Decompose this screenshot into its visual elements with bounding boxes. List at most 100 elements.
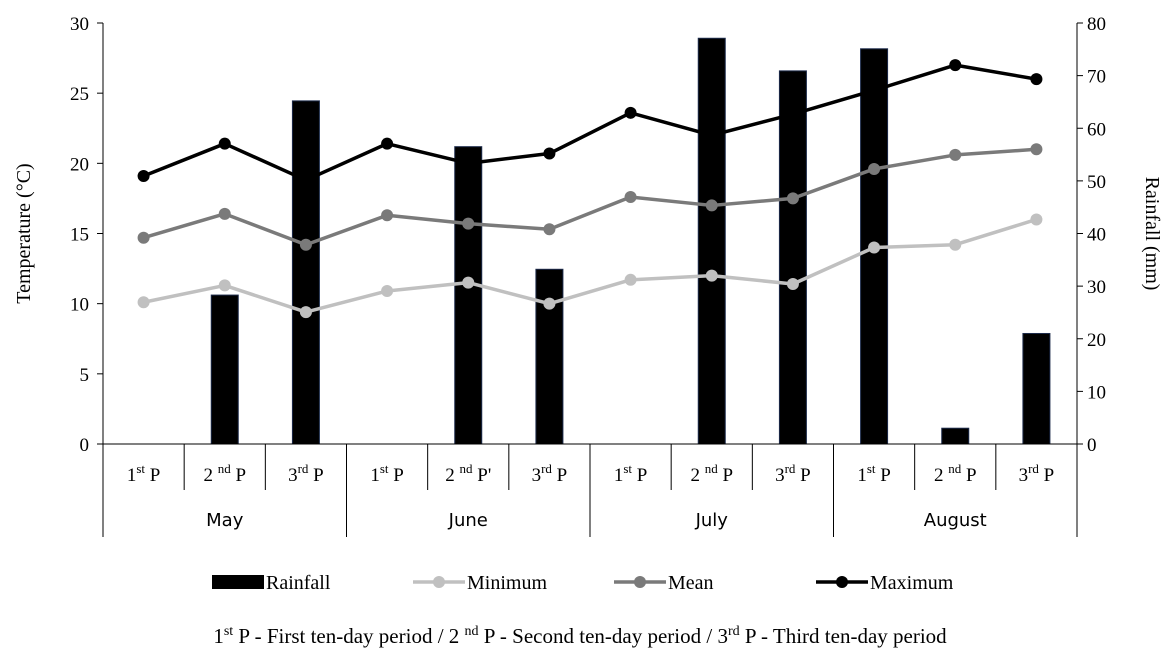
maximum-point: [137, 169, 150, 182]
legend-label-mean: Mean: [668, 572, 714, 594]
left-axis-title: Temperature (°C): [13, 163, 35, 303]
category-label-sup: nd: [218, 461, 232, 476]
category-label-sup: st: [623, 461, 632, 476]
category-label-base: 1: [614, 465, 624, 486]
minimum-point: [462, 276, 475, 289]
rainfall-bar: [291, 100, 320, 445]
minimum-point: [1030, 213, 1043, 226]
maximum-point: [786, 108, 799, 121]
month-label: June: [448, 510, 488, 531]
maximum-point: [949, 59, 962, 72]
rainfall-bar: [210, 294, 239, 445]
right-axis-title: Rainfall (mm): [1141, 177, 1161, 291]
category-label-base: 1: [857, 465, 867, 486]
mean-point: [543, 223, 556, 236]
mean-point: [624, 191, 637, 204]
minimum-line: [143, 217, 1037, 314]
month-label: July: [695, 510, 729, 531]
category-label: 2 nd P: [690, 461, 733, 486]
category-label-suffix: P: [632, 465, 647, 486]
month-label: May: [206, 510, 244, 531]
category-label-sup: nd: [705, 461, 719, 476]
category-label-sup: st: [136, 461, 145, 476]
category-label-base: 3: [1019, 465, 1029, 486]
category-label: 2 nd P: [934, 461, 977, 486]
maximum-point: [705, 129, 718, 142]
category-label: 2 nd P: [203, 461, 246, 486]
category-label-suffix: P: [552, 465, 567, 486]
minimum-point: [543, 297, 556, 310]
left-tick-label: 15: [70, 225, 89, 246]
footnote-text: P - Second ten-day period / 3: [479, 624, 728, 648]
left-tick-label: 25: [70, 84, 89, 105]
footnote-text: 1: [213, 624, 224, 648]
footnote-sup: st: [224, 624, 233, 639]
axes: 0 5 10 15 20 25 30 0 10 20 30 40 50 60 70 80 Temperature…: [13, 14, 1161, 456]
mean-point: [1030, 143, 1043, 156]
right-tick-label: 20: [1087, 330, 1106, 351]
category-label-base: 3: [532, 465, 542, 486]
category-label-suffix: P: [1039, 465, 1054, 486]
category-label-suffix: P: [231, 465, 246, 486]
category-label-suffix: P: [718, 465, 733, 486]
right-tick-label: 60: [1087, 119, 1106, 140]
minimum-point: [949, 238, 962, 251]
right-tick-label: 0: [1087, 435, 1097, 456]
category-label-suffix: P: [795, 465, 810, 486]
legend-swatch-rainfall: [212, 575, 264, 589]
category-label-suffix: P: [876, 465, 891, 486]
category-label: 3rd P: [775, 461, 811, 486]
category-label: 1st P: [614, 461, 648, 486]
legend: Rainfall Minimum Mean Maximum: [212, 572, 954, 594]
category-label: 1st P: [127, 461, 161, 486]
category-label-base: 1: [127, 465, 137, 486]
legend-marker-minimum: [433, 576, 445, 588]
rainfall-bar: [1022, 332, 1051, 445]
mean-point: [949, 148, 962, 161]
category-label: 3rd P: [288, 461, 324, 486]
left-tick-label: 20: [70, 154, 89, 175]
footnote-sup: rd: [728, 624, 740, 639]
category-label-base: 1: [370, 465, 380, 486]
minimum-point: [299, 306, 312, 319]
category-label-base: 3: [288, 465, 298, 486]
mean-point: [868, 162, 881, 175]
mean-point: [786, 192, 799, 205]
footnote: 1st P - First ten-day period / 2 nd P - …: [213, 624, 947, 648]
category-label-sup: rd: [1028, 461, 1039, 476]
legend-label-maximum: Maximum: [870, 572, 954, 594]
right-tick-label: 40: [1087, 225, 1106, 246]
right-tick-label: 70: [1087, 67, 1106, 88]
footnote-text: P - First ten-day period / 2: [233, 624, 464, 648]
category-label-suffix: P: [389, 465, 404, 486]
right-tick-label: 80: [1087, 14, 1106, 35]
minimum-point: [381, 285, 394, 298]
category-label: 1st P: [857, 461, 891, 486]
category-label-suffix: P: [308, 465, 323, 486]
category-label-sup: st: [380, 461, 389, 476]
maximum-point: [218, 137, 231, 150]
category-label-base: 2: [690, 465, 704, 486]
category-label: 3rd P: [532, 461, 568, 486]
rainfall-bar: [454, 146, 483, 445]
left-tick-label: 5: [80, 365, 90, 386]
rainfall-bars: [210, 37, 1051, 445]
footnote-sup: nd: [465, 624, 479, 639]
legend-marker-mean: [634, 576, 646, 588]
maximum-point: [624, 106, 637, 119]
maximum-point: [299, 174, 312, 187]
mean-point: [137, 231, 150, 244]
category-label-suffix: P: [961, 465, 976, 486]
mean-point: [705, 199, 718, 212]
legend-label-minimum: Minimum: [467, 572, 547, 594]
category-label-sup: rd: [785, 461, 796, 476]
maximum-point: [543, 147, 556, 160]
month-label: August: [924, 510, 987, 531]
category-label-sup: nd: [948, 461, 962, 476]
left-tick-label: 30: [70, 14, 89, 35]
minimum-point: [624, 273, 637, 286]
category-label-suffix: P: [145, 465, 160, 486]
mean-point: [462, 217, 475, 230]
rainfall-bar: [941, 427, 970, 445]
